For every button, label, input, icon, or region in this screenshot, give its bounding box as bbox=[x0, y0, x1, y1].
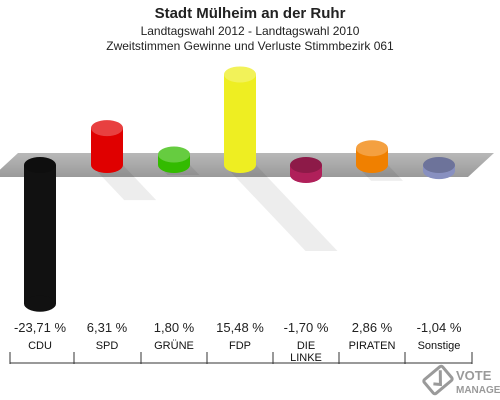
bars bbox=[24, 66, 455, 312]
category-label-cdu: CDU bbox=[28, 340, 52, 352]
chart-title: Stadt Mülheim an der Ruhr bbox=[155, 5, 346, 22]
watermark-logo: VOTE MANAGER bbox=[422, 364, 500, 396]
category-label-fdp: FDP bbox=[229, 340, 251, 352]
bar-shadows bbox=[91, 165, 404, 252]
chart-subtitle: Landtagswahl 2012 - Landtagswahl 2010 bbox=[141, 24, 360, 38]
value-label-cdu: -23,71 % bbox=[14, 320, 66, 335]
value-label-grüne: 1,80 % bbox=[154, 320, 195, 335]
category-label-die-linke: DIE LINKE bbox=[290, 340, 322, 364]
value-label-piraten: 2,86 % bbox=[352, 320, 393, 335]
value-label-die-linke: -1,70 % bbox=[284, 320, 329, 335]
bar-sonstige bbox=[423, 157, 455, 180]
value-label-spd: 6,31 % bbox=[87, 320, 128, 335]
value-label-fdp: 15,48 % bbox=[216, 320, 264, 335]
category-label-grüne: GRÜNE bbox=[154, 340, 194, 352]
check-ballot-icon bbox=[422, 364, 454, 396]
watermark-brand: VOTE bbox=[456, 368, 492, 383]
category-label-spd: SPD bbox=[96, 340, 119, 352]
bar-shadow-spd bbox=[91, 165, 157, 201]
bar-spd bbox=[91, 120, 123, 173]
bar-cdu bbox=[24, 157, 56, 312]
bar-grüne bbox=[158, 146, 190, 173]
category-label-piraten: PIRATEN bbox=[349, 340, 396, 352]
bar-die-linke bbox=[290, 157, 322, 183]
watermark-sub: MANAGER bbox=[456, 385, 500, 396]
chart-subtitle-2: Zweitstimmen Gewinne und Verluste Stimmb… bbox=[106, 39, 394, 53]
bar-fdp bbox=[224, 66, 256, 173]
category-axis: CDU SPD GRÜNE FDP DIE LINKE PIRATEN Sonstige bbox=[9, 340, 473, 364]
bar-shadow-fdp bbox=[224, 165, 338, 252]
category-label-sonstige: Sonstige bbox=[418, 340, 461, 352]
value-labels: -23,71 % 6,31 % 1,80 % 15,48 % -1,70 % 2,86 %… bbox=[14, 320, 462, 335]
value-label-sonstige: -1,04 % bbox=[417, 320, 462, 335]
bar-piraten bbox=[356, 140, 388, 173]
